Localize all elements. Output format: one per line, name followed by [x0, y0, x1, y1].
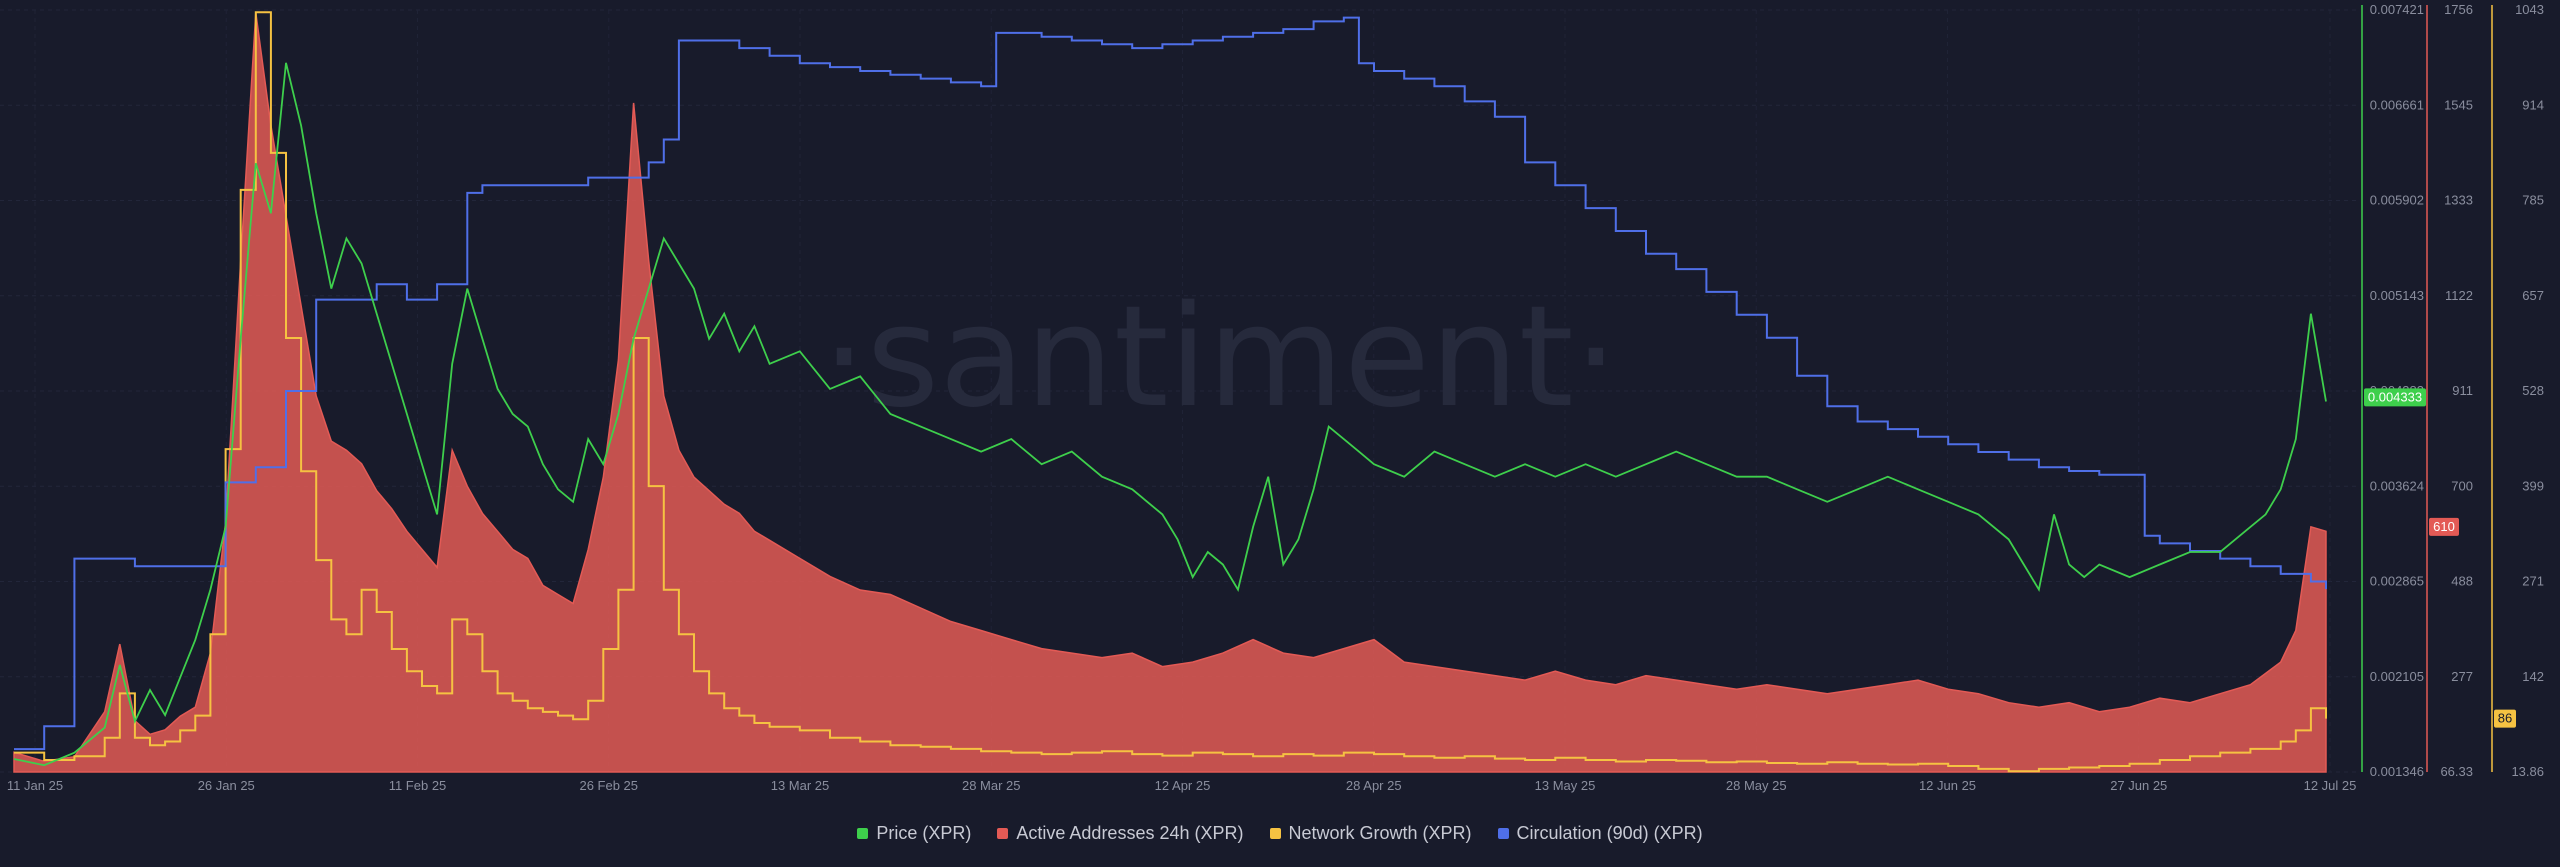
active-addresses-axis-tick-label: 1545 [2444, 97, 2473, 112]
network-growth-axis-tick-label: 13.86 [2511, 764, 2544, 779]
price-axis-tick-label: 0.007421 [2370, 2, 2424, 17]
price-current-badge-text: 0.004333 [2368, 389, 2422, 404]
x-tick-label: 27 Jun 25 [2110, 778, 2167, 793]
active-addresses-axis-tick-label: 277 [2451, 669, 2473, 684]
legend: Price (XPR) Active Addresses 24h (XPR) N… [0, 820, 2560, 846]
legend-swatch-price [857, 827, 869, 839]
price-axis-tick-label: 0.002865 [2370, 574, 2424, 589]
series-price-line [13, 62, 2327, 767]
network-growth-axis-ticks: 1043 914 785 657 528 399 271 142 13.86 [2511, 2, 2544, 779]
x-tick-label: 26 Jan 25 [198, 778, 255, 793]
active-addresses-axis-ticks: 1756 1545 1333 1122 911 700 488 277 66.33 [2440, 2, 2473, 779]
active-addresses-axis-tick-label: 1333 [2444, 193, 2473, 208]
legend-label-network-growth: Network Growth (XPR) [1288, 822, 1472, 843]
series-circulation-line [14, 16, 2327, 751]
network-growth-axis-tick-label: 785 [2522, 193, 2544, 208]
active-addresses-axis-tick-label: 700 [2451, 478, 2473, 493]
active-addresses-axis-tick-label: 911 [2452, 383, 2473, 398]
active-addresses-axis-tick-label: 488 [2451, 574, 2473, 589]
x-tick-label: 28 Apr 25 [1346, 778, 1402, 793]
x-tick-label: 12 Jun 25 [1919, 778, 1976, 793]
price-axis-tick-label: 0.001346 [2370, 764, 2424, 779]
legend-item-active-addresses[interactable]: Active Addresses 24h (XPR) [997, 822, 1244, 844]
price-axis-tick-label: 0.002105 [2370, 669, 2424, 684]
x-tick-label: 11 Jan 25 [7, 778, 63, 793]
price-current-badge-bg [2364, 388, 2426, 407]
network-growth-current-badge-bg [2494, 709, 2516, 728]
x-tick-label: 12 Jul 25 [2304, 778, 2357, 793]
legend-label-circulation: Circulation (90d) (XPR) [1516, 822, 1703, 843]
active-addresses-current-badge-bg [2429, 517, 2459, 536]
active-addresses-axis-tick-label: 1122 [2445, 288, 2473, 303]
series-active-addresses-area [13, 12, 2327, 773]
network-growth-axis-tick-label: 657 [2522, 288, 2544, 303]
x-axis-ticks: 11 Jan 25 26 Jan 25 11 Feb 25 26 Feb 25 13 M… [7, 778, 2356, 793]
axis-lines [2361, 5, 2493, 772]
price-axis-tick-label: 0.005143 [2370, 288, 2424, 303]
x-tick-label: 12 Apr 25 [1155, 778, 1211, 793]
x-tick-label: 28 Mar 25 [962, 778, 1021, 793]
network-growth-axis-tick-label: 142 [2522, 669, 2544, 684]
x-tick-label: 26 Feb 25 [579, 778, 638, 793]
network-growth-axis-tick-label: 528 [2522, 383, 2544, 398]
network-growth-axis-tick-label: 914 [2522, 97, 2544, 112]
legend-swatch-network-growth [1269, 827, 1281, 839]
x-tick-label: 13 Mar 25 [771, 778, 830, 793]
legend-label-active-addresses: Active Addresses 24h (XPR) [1016, 822, 1244, 843]
x-tick-label: 28 May 25 [1726, 778, 1787, 793]
series-layer [13, 11, 2327, 773]
network-growth-axis-tick-label: 271 [2522, 574, 2544, 589]
price-axis-tick-label: 0.005902 [2370, 193, 2424, 208]
legend-swatch-circulation [1497, 827, 1509, 839]
legend-item-network-growth[interactable]: Network Growth (XPR) [1269, 822, 1472, 844]
current-value-badges: 0.004333 610 86 [2364, 388, 2516, 728]
price-axis-tick-label: 0.006661 [2370, 97, 2424, 112]
active-addresses-current-badge-text: 610 [2433, 519, 2455, 534]
price-axis-tick-label: 0.003624 [2370, 478, 2424, 493]
active-addresses-axis-tick-label: 1756 [2444, 2, 2473, 17]
legend-item-circulation[interactable]: Circulation (90d) (XPR) [1497, 822, 1703, 844]
x-tick-label: 11 Feb 25 [389, 778, 447, 793]
legend-label-price: Price (XPR) [876, 822, 972, 843]
x-tick-label: 13 May 25 [1535, 778, 1596, 793]
network-growth-axis-tick-label: 1043 [2515, 2, 2544, 17]
legend-swatch-active-addresses [997, 827, 1009, 839]
series-network-growth-line [14, 11, 2327, 773]
watermark: ·santiment· [822, 276, 1618, 439]
network-growth-axis-tick-label: 399 [2522, 478, 2544, 493]
network-growth-current-badge-text: 86 [2498, 711, 2512, 726]
active-addresses-axis-tick-label: 66.33 [2440, 764, 2473, 779]
legend-item-price[interactable]: Price (XPR) [857, 823, 971, 844]
